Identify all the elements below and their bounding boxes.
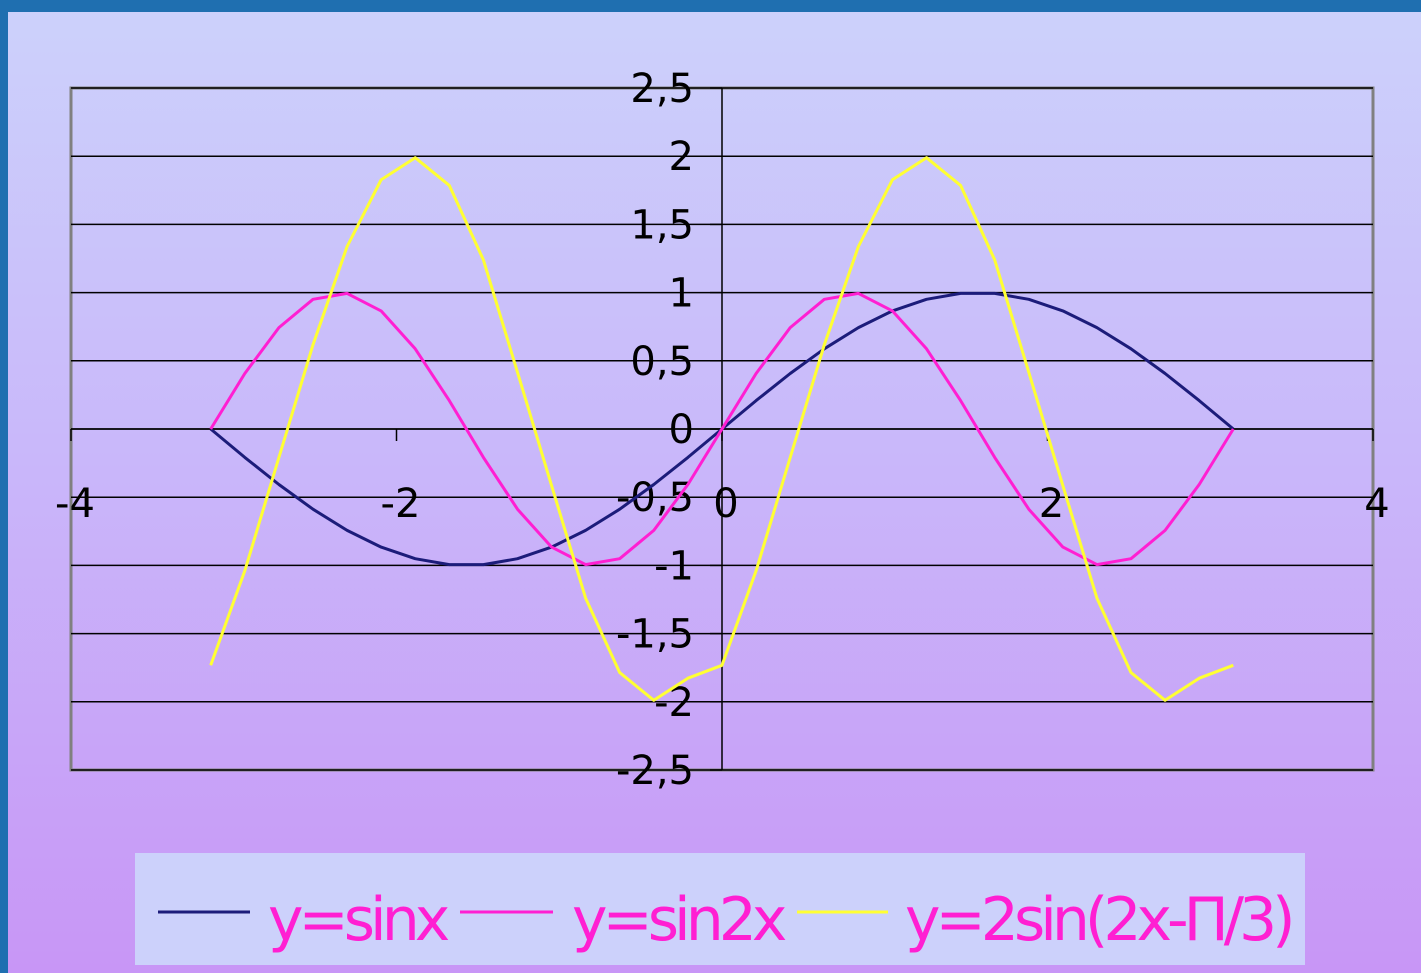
series-line-3	[209, 156, 1234, 702]
y-tick-label: -2,5	[616, 748, 694, 794]
legend: y=sinx y=sin2x y=2sin(2x-П/3)	[158, 885, 1296, 955]
x-tick-label: 4	[1364, 481, 1389, 527]
series-lines	[209, 156, 1235, 702]
y-tick-label: 1	[669, 271, 694, 317]
y-tick-label: 1,5	[630, 202, 694, 248]
legend-label-1: y=sinx	[268, 885, 449, 955]
legend-box	[135, 853, 1305, 965]
y-tick-label: -1,5	[616, 612, 694, 658]
y-tick-label: 0	[669, 407, 694, 453]
x-tick-label: 0	[713, 481, 738, 527]
chart-panel	[8, 12, 1421, 973]
legend-label-3: y=2sin(2x-П/3)	[905, 885, 1291, 955]
legend-label-2: y=sin2x	[572, 885, 786, 955]
x-tick-label: 2	[1039, 481, 1064, 527]
y-tick-label: 2,5	[630, 66, 694, 112]
y-tick-label: -1	[654, 543, 694, 589]
x-tick-label: -4	[55, 481, 95, 527]
y-tick-label: 0,5	[630, 339, 694, 385]
x-tick-label: -2	[381, 481, 421, 527]
x-tick-labels: -4 -2 0 2 4	[55, 481, 1390, 527]
series-line-2	[209, 291, 1235, 567]
y-tick-label: 2	[669, 134, 694, 180]
y-tick-labels: 2,521,510,50-0,5-1-1,5-2-2,5	[616, 66, 694, 794]
